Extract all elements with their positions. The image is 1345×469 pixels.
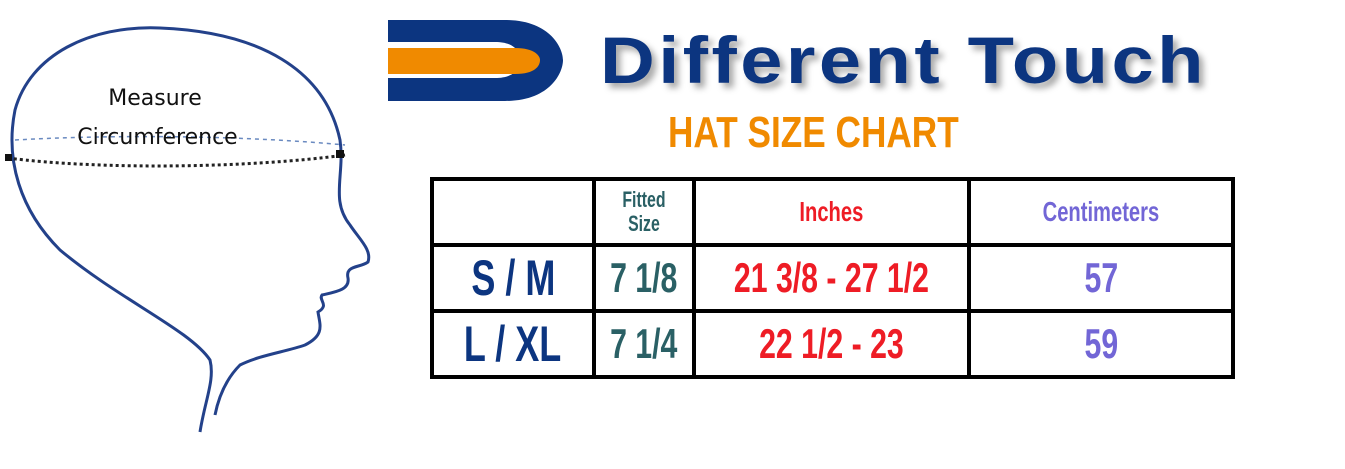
header-fitted-size: Fitted Size — [592, 177, 696, 247]
table-header-row: Fitted Size Inches Centimeters — [430, 177, 1235, 247]
hat-size-table: Fitted Size Inches Centimeters S / M 7 1/… — [430, 177, 1235, 379]
circumference-label: Circumference — [77, 125, 238, 150]
table-row: L / XL 7 1/4 22 1/2 - 23 59 — [430, 309, 1235, 379]
size-cell: L / XL — [430, 309, 596, 379]
header-empty — [430, 177, 596, 247]
inches-cell: 21 3/8 - 27 1/2 — [692, 243, 971, 313]
page-title: HAT SIZE CHART — [668, 108, 959, 157]
brand-logo-icon — [388, 20, 563, 101]
brand-name: Different Touch — [600, 23, 1207, 97]
head-profile — [10, 26, 371, 433]
fitted-cell: 7 1/4 — [592, 309, 696, 379]
inches-cell: 22 1/2 - 23 — [692, 309, 971, 379]
circumference-back-line — [14, 135, 346, 146]
table-row: S / M 7 1/8 21 3/8 - 27 1/2 57 — [430, 243, 1235, 313]
measure-label: Measure — [108, 86, 202, 111]
cm-cell: 59 — [966, 309, 1235, 379]
cm-cell: 57 — [966, 243, 1235, 313]
header-centimeters: Centimeters — [966, 177, 1235, 247]
size-cell: S / M — [430, 243, 596, 313]
circumference-line — [7, 153, 346, 168]
header-inches: Inches — [692, 177, 971, 247]
head-outline-illustration — [5, 26, 371, 433]
fitted-cell: 7 1/8 — [592, 243, 696, 313]
